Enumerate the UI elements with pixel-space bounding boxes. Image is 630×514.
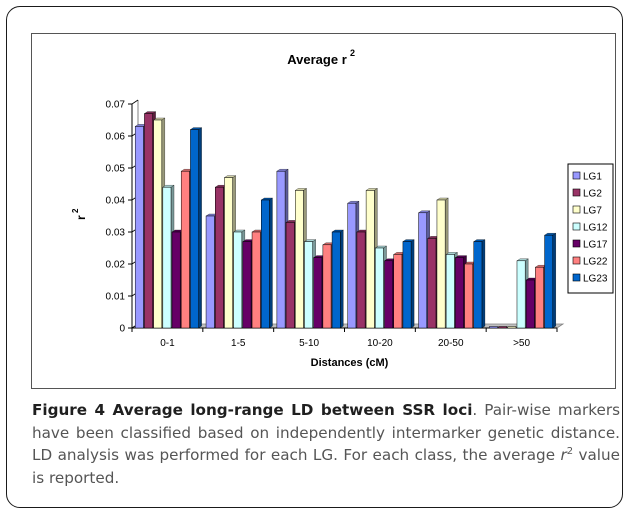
- legend-swatch: [572, 256, 581, 265]
- bar-side: [269, 197, 273, 329]
- bar: [153, 119, 163, 329]
- bar: [445, 254, 455, 329]
- x-axis-label: Distances (cM): [311, 357, 389, 369]
- bar: [224, 177, 233, 329]
- legend-swatch: [572, 205, 581, 214]
- legend-label: LG17: [583, 240, 608, 251]
- caption-r-superscript: 2: [566, 445, 574, 457]
- bar-side: [481, 239, 486, 329]
- y-tick-label: 0.07: [106, 100, 126, 111]
- bar: [144, 113, 153, 329]
- bar: [525, 279, 535, 329]
- bar: [295, 190, 304, 329]
- bar: [215, 186, 224, 329]
- bar: [171, 231, 181, 329]
- bar: [436, 199, 446, 329]
- bar: [251, 231, 261, 329]
- bar: [134, 126, 144, 329]
- bar: [535, 266, 544, 329]
- y-tick-label: 0.05: [106, 164, 126, 175]
- x-tick-label: 5-10: [299, 338, 319, 349]
- figure-card: Average r 2 0 0.01 0.02 0.03 0.04 0.05 0.06 0.07 r…: [6, 6, 623, 508]
- bar: [393, 254, 403, 329]
- y-tick-label: 0.03: [106, 228, 126, 239]
- chart-title-superscript: 2: [350, 48, 355, 58]
- caption-r-symbol: r: [560, 446, 567, 464]
- bar: [455, 257, 464, 329]
- legend-label: LG1: [583, 172, 602, 183]
- bar: [313, 257, 323, 329]
- bar-side: [410, 239, 415, 329]
- bar: [356, 231, 366, 329]
- y-axis-label-superscript: 2: [71, 208, 80, 213]
- bar: [384, 260, 393, 329]
- bar: [180, 170, 190, 329]
- caption-text-1: . Pair-wise markers have been classified…: [32, 401, 620, 464]
- bar: [498, 326, 508, 329]
- y-tick-label: 0.06: [106, 132, 126, 143]
- bar-side: [340, 229, 344, 329]
- bar: [347, 202, 357, 329]
- bar: [242, 241, 252, 329]
- caption-text-2: value is reported.: [32, 446, 620, 487]
- bar: [418, 212, 427, 329]
- y-tick-label: 0: [119, 324, 125, 335]
- bar: [516, 260, 526, 329]
- legend-label: LG7: [583, 206, 602, 217]
- legend-label: LG2: [583, 189, 602, 200]
- bar: [365, 190, 375, 329]
- legend-swatch: [572, 171, 581, 180]
- bar-side: [198, 127, 202, 329]
- legend-swatch: [572, 273, 581, 282]
- bar: [427, 238, 437, 329]
- bar: [276, 170, 286, 329]
- x-tick-label: >50: [513, 338, 530, 349]
- x-tick-label: 20-50: [438, 338, 464, 349]
- legend-swatch: [572, 222, 581, 231]
- bar: [233, 231, 243, 329]
- chart-title: Average r: [287, 52, 347, 67]
- bar: [304, 241, 313, 329]
- bar: [322, 244, 332, 329]
- legend-swatch: [572, 239, 581, 248]
- bar: [375, 247, 384, 329]
- x-tick-label: 0-1: [160, 338, 175, 349]
- y-tick-label: 0.04: [106, 196, 126, 207]
- bar: [464, 263, 473, 329]
- figure-caption: Figure 4 Average long-range LD between S…: [32, 399, 620, 489]
- bar-chart: Average r 200.010.020.030.040.050.060.07r…: [71, 48, 614, 369]
- bar: [205, 215, 215, 329]
- bar: [285, 222, 295, 329]
- y-tick-diagonal: [131, 99, 139, 105]
- bar: [544, 234, 554, 329]
- legend-label: LG12: [583, 223, 608, 234]
- bar: [162, 186, 172, 329]
- y-axis-label: r: [74, 215, 88, 220]
- y-tick-label: 0.02: [106, 260, 126, 271]
- caption-title: Figure 4 Average long-range LD between S…: [32, 401, 473, 419]
- legend-swatch: [572, 188, 581, 197]
- x-tick-label: 1-5: [231, 338, 246, 349]
- bar: [473, 241, 483, 329]
- bar: [190, 129, 199, 329]
- bar: [331, 231, 341, 329]
- chart-frame: Average r 2 0 0.01 0.02 0.03 0.04 0.05 0.06 0.07 r…: [31, 33, 616, 389]
- x-tick-label: 10-20: [367, 338, 393, 349]
- bar-side: [552, 232, 556, 329]
- legend-label: LG23: [583, 274, 608, 285]
- legend-label: LG22: [583, 257, 608, 268]
- bar: [402, 241, 412, 329]
- bar: [489, 326, 498, 329]
- bar: [261, 199, 270, 329]
- bar: [507, 326, 517, 329]
- y-tick-label: 0.01: [106, 292, 126, 303]
